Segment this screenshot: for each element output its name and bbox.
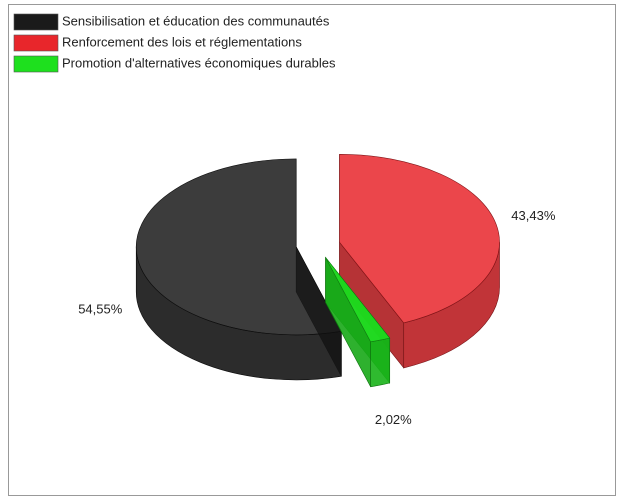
- legend-label: Renforcement des lois et réglementations: [62, 34, 302, 49]
- legend-swatch: [13, 13, 59, 31]
- legend-swatch: [13, 55, 59, 73]
- data-label: 54,55%: [78, 301, 123, 316]
- slice-side: [370, 337, 391, 388]
- legend-label: Promotion d'alternatives économiques dur…: [62, 55, 336, 70]
- data-label: 43,43%: [511, 208, 556, 223]
- legend-label: Sensibilisation et éducation des communa…: [62, 13, 330, 28]
- slice: [325, 257, 391, 343]
- legend-swatch: [13, 34, 59, 52]
- slice: [135, 158, 342, 336]
- data-label: 2,02%: [375, 412, 412, 427]
- chart-frame: [8, 4, 616, 496]
- slice: [339, 153, 500, 324]
